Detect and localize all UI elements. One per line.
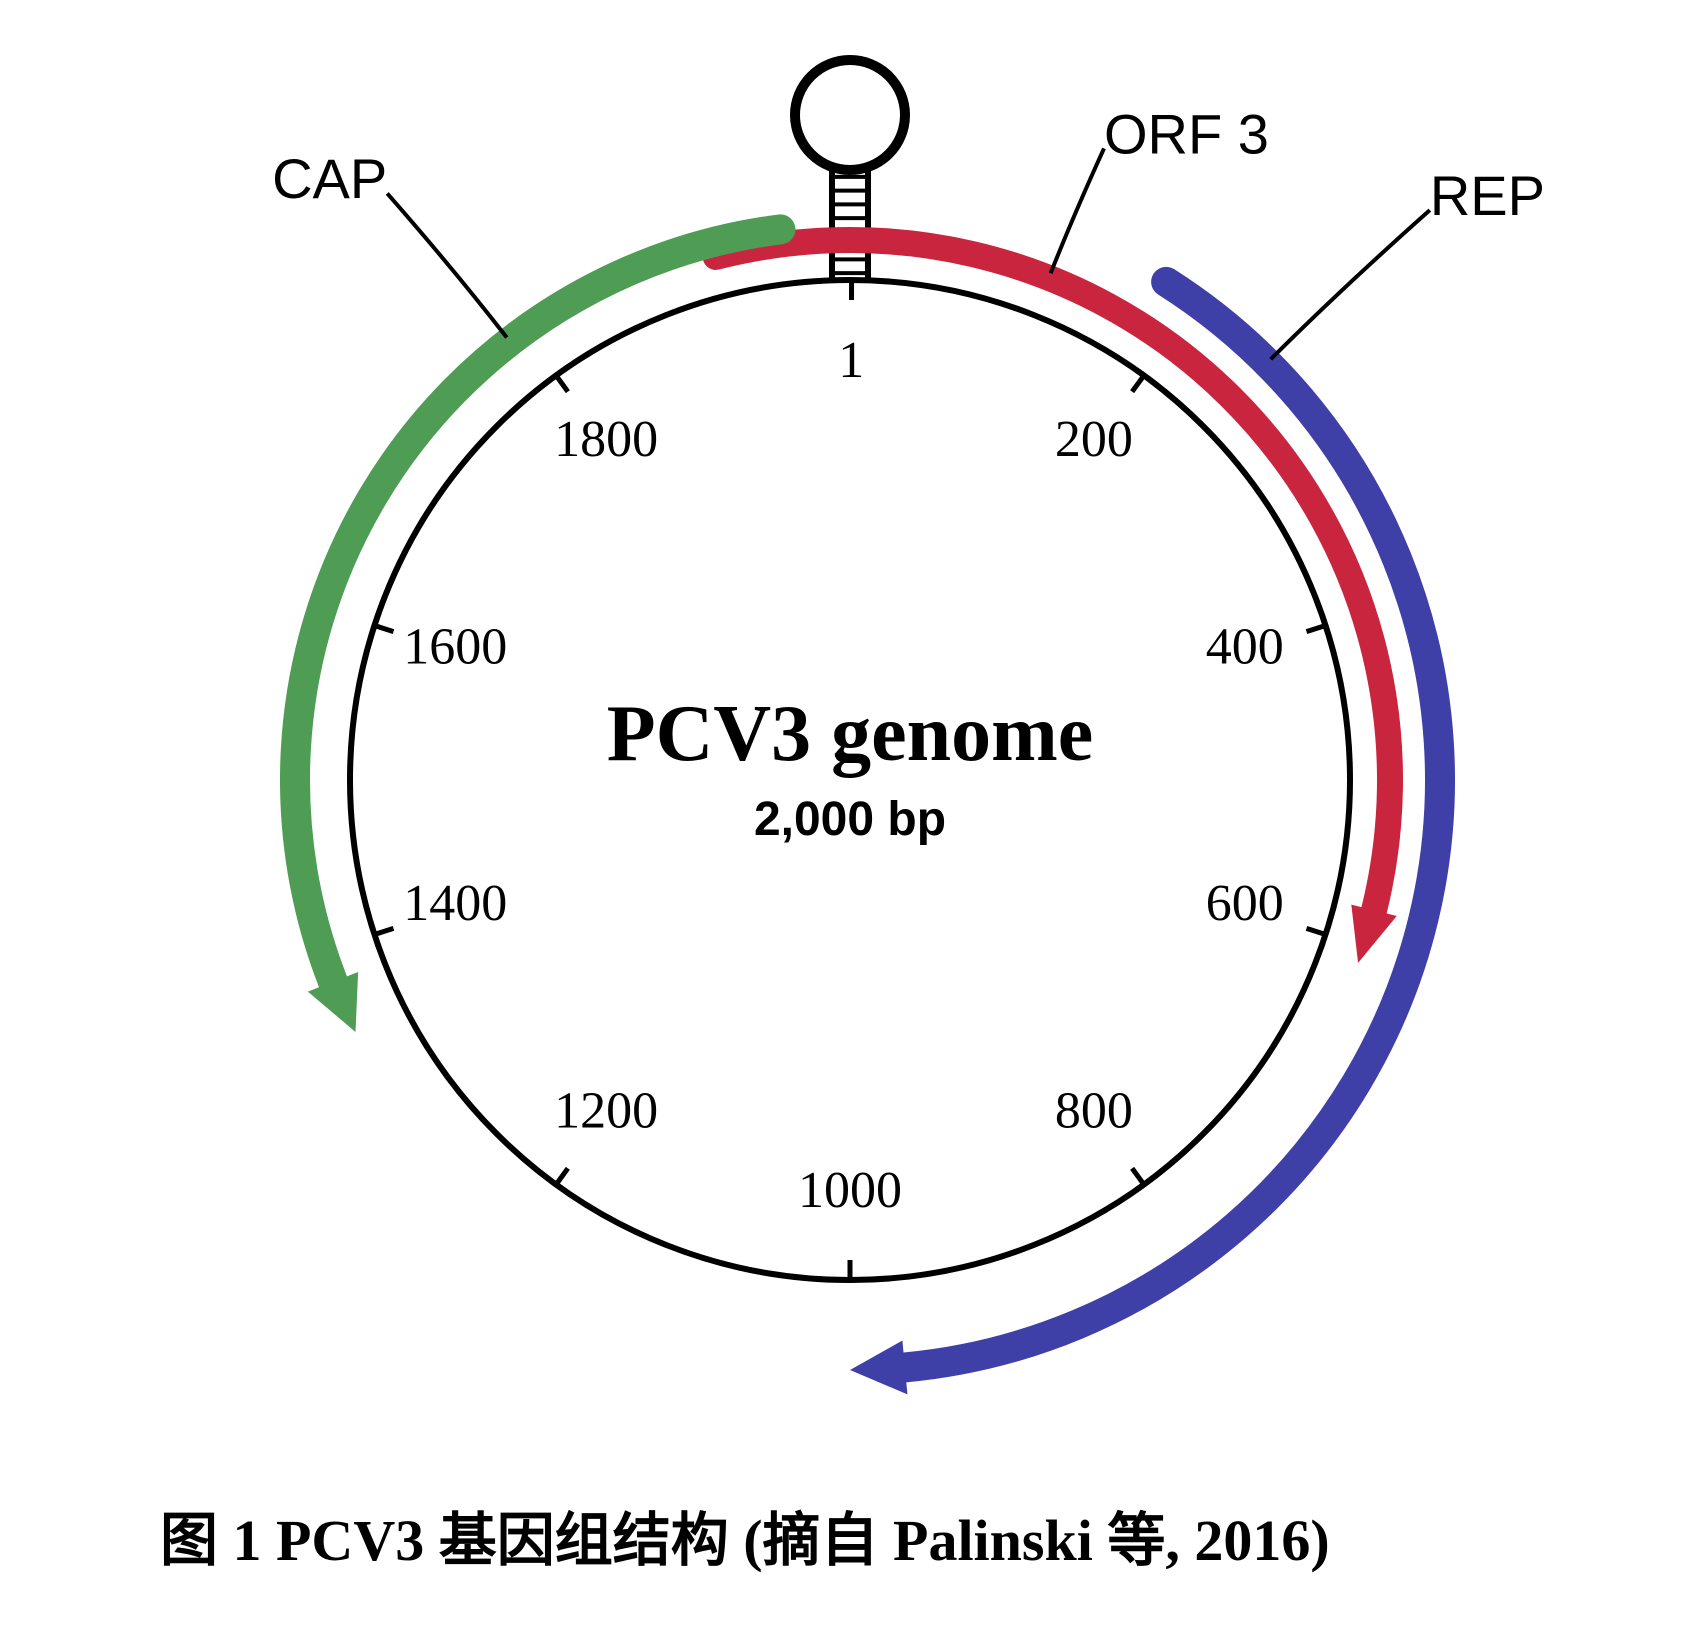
tick-label: 1000	[798, 1162, 902, 1219]
tick-label: 1600	[403, 619, 507, 676]
diagram-canvas: 120040060080010001200140016001800ORF 3RE…	[0, 0, 1700, 1640]
tick	[556, 1168, 568, 1184]
tick-label: 1400	[403, 875, 507, 932]
arc-rep	[905, 282, 1440, 1368]
tick	[1307, 625, 1326, 631]
pointer-cap	[387, 193, 507, 337]
label-cap: CAP	[272, 147, 387, 210]
tick	[374, 928, 393, 934]
center-title: PCV3 genome	[607, 690, 1094, 778]
tick	[1132, 1168, 1144, 1184]
stemloop-loop	[795, 60, 905, 170]
arrowhead-orf3	[1351, 905, 1396, 963]
tick-label: 600	[1206, 875, 1284, 932]
genome-circle	[350, 280, 1350, 1280]
tick-label: 1	[838, 332, 864, 389]
pointer-orf3	[1051, 148, 1104, 273]
tick	[374, 625, 393, 631]
tick	[556, 375, 568, 391]
label-orf3: ORF 3	[1104, 102, 1269, 165]
tick-label: 800	[1055, 1083, 1133, 1140]
tick-label: 1800	[554, 411, 658, 468]
genome-svg: 120040060080010001200140016001800ORF 3RE…	[0, 0, 1700, 1640]
figure-caption: 图 1 PCV3 基因组结构 (摘自 Palinski 等, 2016)	[160, 1508, 1330, 1573]
label-rep: REP	[1430, 164, 1545, 227]
tick-label: 200	[1055, 411, 1133, 468]
tick	[1132, 375, 1144, 391]
tick-label: 1200	[554, 1083, 658, 1140]
arrowhead-rep	[850, 1341, 907, 1395]
arc-cap	[295, 229, 780, 981]
pointer-rep	[1271, 210, 1430, 359]
center-subtitle: 2,000 bp	[754, 793, 946, 846]
tick	[1307, 928, 1326, 934]
tick-label: 400	[1206, 619, 1284, 676]
